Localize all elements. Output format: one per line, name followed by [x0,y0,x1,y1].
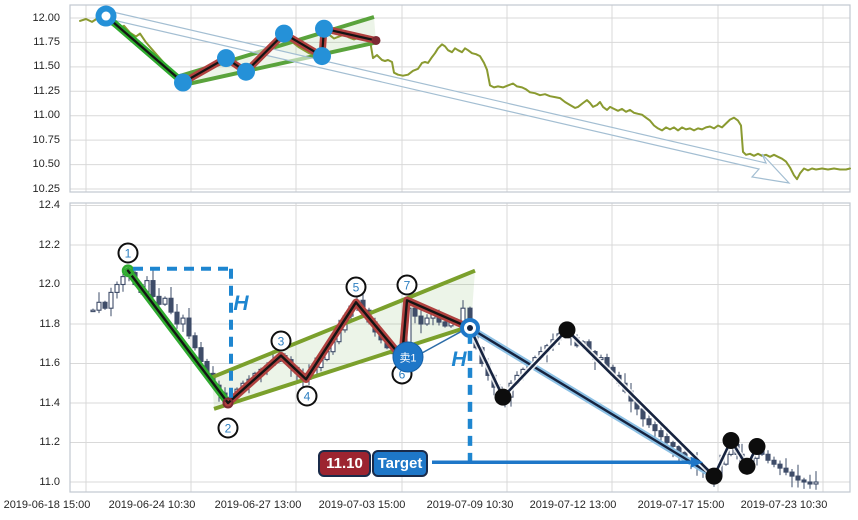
wave-number-label-5: 5 [345,276,367,298]
height-measure-label-1: H [233,292,249,315]
y-axis-label-top: 11.25 [33,84,60,97]
y-axis-label-bottom: 11.2 [39,436,60,448]
y-axis-label-top: 12.00 [32,11,60,24]
y-axis-label-bottom: 11.4 [39,396,60,409]
y-axis-label-top: 10.75 [32,133,60,146]
x-axis-date-label: 2019-06-18 15:00 [3,499,91,511]
height-measure-label-2: H [451,348,467,371]
x-axis-date-label: 2019-07-23 10:30 [740,499,828,511]
x-axis-date-label: 2019-07-12 13:00 [529,499,617,511]
y-axis-label-top: 10.50 [32,158,60,171]
sell-signal-badge[interactable]: 卖1 [392,341,424,373]
x-axis-date-label: 2019-07-09 10:30 [426,499,514,511]
wave-number-label-2: 2 [217,417,239,439]
y-axis-label-top: 10.25 [32,182,60,195]
target-label-box: Target [372,450,428,477]
y-axis-label-bottom: 11.8 [39,317,60,330]
y-axis-label-bottom: 12.0 [38,278,60,290]
y-axis-label-top: 11.00 [33,109,60,122]
y-axis-label-bottom: 12.2 [38,238,60,251]
y-axis-label-top: 11.75 [33,35,60,48]
wave-number-label-1: 1 [117,242,139,264]
target-price-box: 11.10 [318,450,371,477]
x-axis-date-label: 2019-07-03 15:00 [318,499,406,511]
y-axis-label-top: 11.50 [33,60,60,73]
wave-number-label-7: 7 [396,274,418,296]
wave-number-label-4: 4 [296,385,318,407]
y-axis-label-bottom: 11.6 [39,357,60,369]
x-axis-date-label: 2019-06-24 10:30 [108,499,196,511]
wave-number-label-3: 3 [270,330,292,352]
x-axis-date-label: 2019-06-27 13:00 [214,499,302,511]
y-axis-label-bottom: 12.4 [38,199,60,211]
y-axis-label-bottom: 11.0 [39,475,60,488]
x-axis-date-label: 2019-07-17 15:00 [637,499,725,511]
